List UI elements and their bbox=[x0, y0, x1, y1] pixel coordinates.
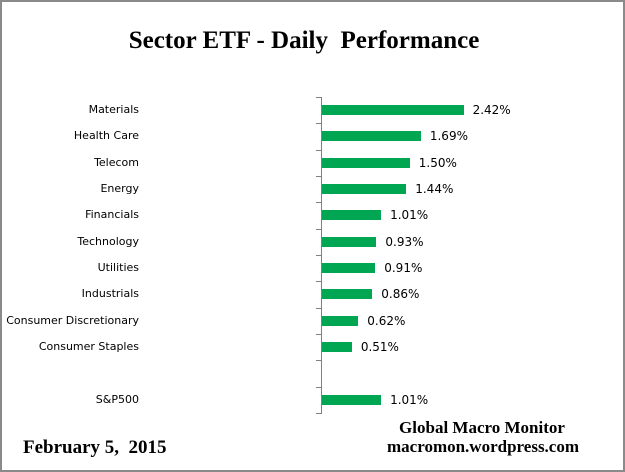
value-axis-line bbox=[321, 97, 322, 414]
attribution-source: Global Macro Monitor bbox=[399, 418, 565, 437]
category-label: Materials bbox=[88, 103, 139, 117]
attribution: Global Macro Monitor macromon.wordpress.… bbox=[387, 418, 580, 456]
category-label: Industrials bbox=[81, 287, 139, 301]
axis-tick bbox=[316, 228, 321, 230]
value-label: 2.42% bbox=[472, 103, 511, 118]
bar bbox=[322, 289, 373, 300]
axis-tick bbox=[316, 412, 321, 414]
axis-tick bbox=[316, 123, 321, 125]
category-label: Consumer Discretionary bbox=[6, 313, 139, 327]
value-label: 1.01% bbox=[390, 208, 429, 223]
bar bbox=[322, 184, 407, 195]
bar bbox=[322, 157, 410, 168]
axis-tick bbox=[316, 97, 321, 98]
category-label: Technology bbox=[77, 234, 139, 248]
axis-tick bbox=[316, 360, 321, 362]
axis-tick bbox=[316, 149, 321, 151]
axis-tick bbox=[316, 281, 321, 283]
value-label: 1.50% bbox=[418, 155, 457, 170]
value-label: 0.62% bbox=[367, 313, 406, 328]
bar bbox=[322, 315, 359, 326]
axis-tick bbox=[316, 175, 321, 177]
axis-tick bbox=[316, 254, 321, 256]
category-label: Energy bbox=[100, 182, 139, 196]
bar bbox=[322, 236, 377, 247]
attribution-url: macromon.wordpress.com bbox=[387, 437, 580, 456]
axis-tick bbox=[316, 307, 321, 309]
category-label: Telecom bbox=[94, 155, 139, 169]
value-label: 1.69% bbox=[429, 129, 468, 144]
value-label: 0.86% bbox=[381, 287, 420, 302]
bar bbox=[322, 394, 382, 405]
chart-title: Sector ETF - Daily Performance bbox=[128, 27, 480, 54]
value-label: 0.93% bbox=[385, 234, 424, 249]
axis-tick bbox=[316, 202, 321, 204]
bar bbox=[322, 342, 352, 353]
value-label: 0.91% bbox=[384, 261, 423, 276]
category-label: Consumer Staples bbox=[38, 340, 139, 354]
value-label: 0.51% bbox=[360, 340, 399, 355]
date-label: February 5, 2015 bbox=[23, 437, 167, 458]
category-label: Utilities bbox=[97, 261, 139, 275]
axis-tick bbox=[316, 386, 321, 388]
value-label: 1.01% bbox=[390, 392, 429, 407]
value-label: 1.44% bbox=[415, 182, 454, 197]
category-label: Financials bbox=[85, 208, 139, 222]
bar bbox=[322, 263, 376, 274]
category-label: Health Care bbox=[73, 129, 139, 143]
bar bbox=[322, 105, 464, 116]
bar bbox=[322, 131, 421, 142]
axis-tick bbox=[316, 333, 321, 335]
category-label: S&P500 bbox=[95, 392, 139, 406]
bar bbox=[322, 210, 382, 221]
